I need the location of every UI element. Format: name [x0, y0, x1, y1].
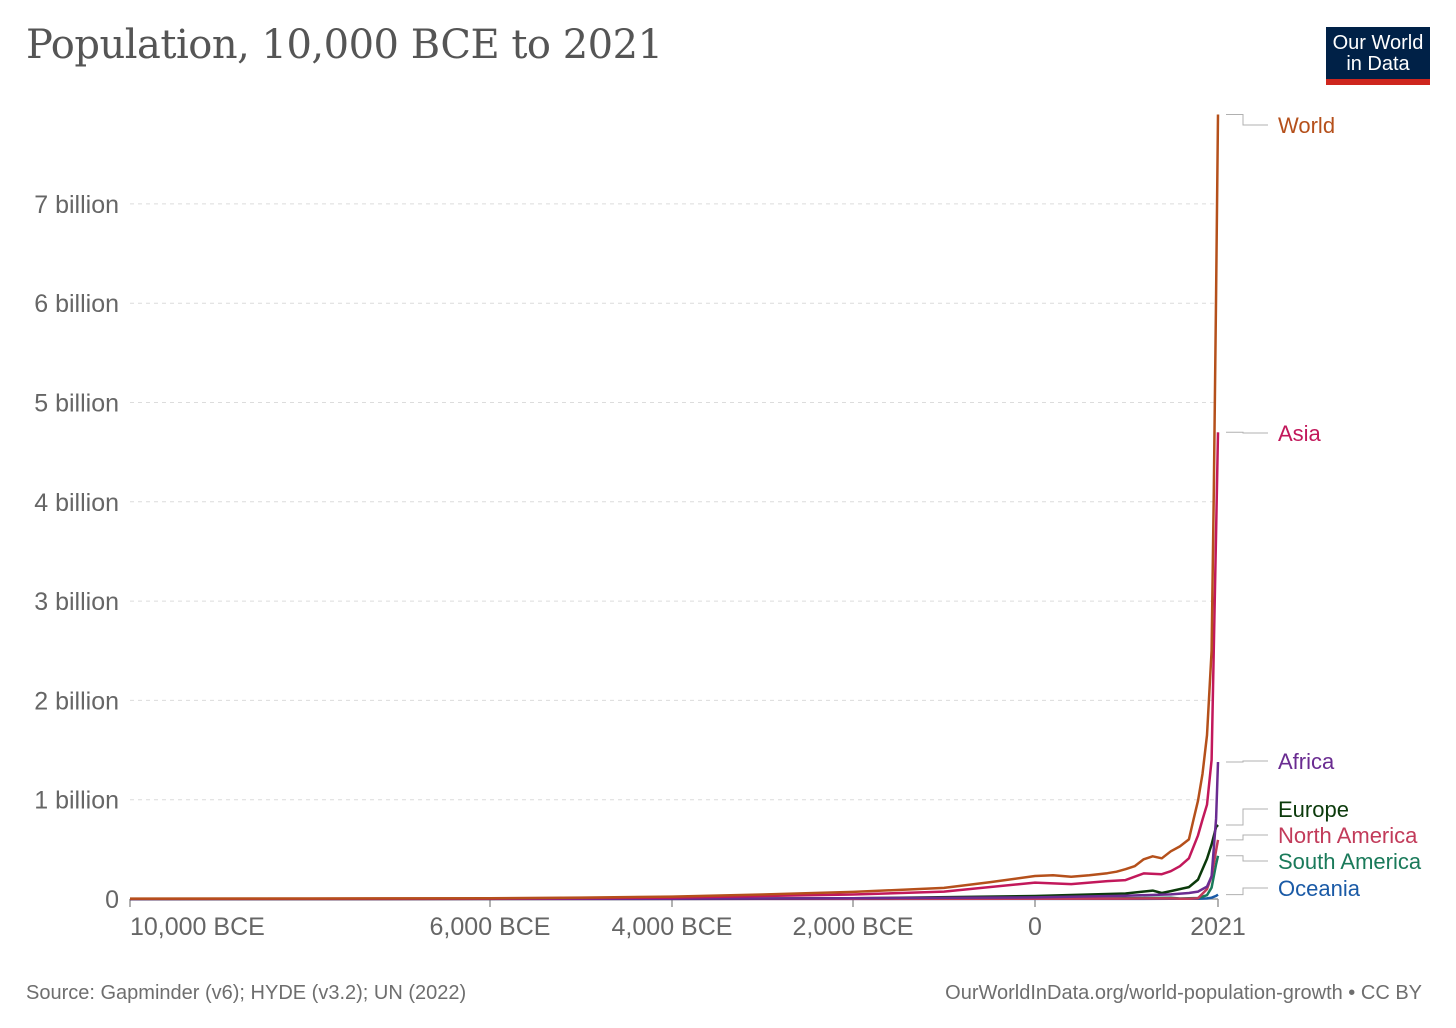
x-tick-label: 4,000 BCE	[612, 913, 733, 941]
series-label-africa[interactable]: Africa	[1278, 749, 1335, 774]
y-tick-label: 5 billion	[34, 390, 119, 418]
label-connector	[1226, 808, 1268, 826]
x-tick-label: 6,000 BCE	[430, 913, 551, 941]
y-tick-label: 2 billion	[34, 687, 119, 715]
series-line-asia[interactable]	[129, 432, 1220, 901]
series-line-south-america[interactable]	[129, 855, 1220, 901]
series-line-europe[interactable]	[129, 824, 1219, 901]
series-label-south-america[interactable]: South America	[1278, 849, 1422, 874]
series-lines	[129, 114, 1220, 901]
logo-text-line2: in Data	[1346, 53, 1410, 75]
series-label-asia[interactable]: Asia	[1278, 421, 1322, 446]
x-tick-label: 0	[1028, 913, 1042, 941]
credit-link[interactable]: OurWorldInData.org/world-population-grow…	[945, 982, 1422, 1004]
series-line-world[interactable]	[129, 114, 1220, 900]
x-tick-label: 2021	[1190, 913, 1246, 941]
series-label-oceania[interactable]: Oceania	[1278, 876, 1361, 901]
y-tick-label: 0	[105, 886, 119, 914]
label-connector	[1226, 887, 1268, 896]
y-tick-label: 7 billion	[34, 191, 119, 219]
label-connector	[1226, 855, 1268, 862]
y-axis: 0 1 billion 2 billion 3 billion 4 billion 5 b…	[34, 191, 119, 914]
series-label-world[interactable]: World	[1278, 113, 1335, 138]
logo-text-line1: Our World	[1332, 32, 1424, 54]
owid-logo[interactable]: Our World in Data	[1326, 27, 1430, 85]
y-tick-label: 6 billion	[34, 290, 119, 318]
series-label-europe[interactable]: Europe	[1278, 797, 1349, 822]
y-tick-label: 4 billion	[34, 489, 119, 517]
series-line-africa[interactable]	[129, 761, 1220, 901]
label-connector	[1226, 431, 1268, 434]
logo-accent-bar	[1326, 79, 1430, 85]
y-tick-label: 1 billion	[34, 787, 119, 815]
source-note: Source: Gapminder (v6); HYDE (v3.2); UN …	[26, 982, 467, 1004]
x-tick-label: 2,000 BCE	[793, 913, 914, 941]
series-line-north-america[interactable]	[129, 839, 1220, 901]
series-label-north-america[interactable]: North America	[1278, 823, 1418, 848]
gridlines	[130, 203, 1218, 801]
x-axis: 10,000 BCE 6,000 BCE 4,000 BCE 2,000 BCE 0 20…	[129, 898, 1246, 941]
chart-title: Population, 10,000 BCE to 2021	[26, 22, 663, 68]
label-connector	[1226, 834, 1268, 841]
label-connector	[1226, 760, 1268, 763]
x-tick-label: 10,000 BCE	[130, 913, 265, 941]
label-connector	[1226, 114, 1268, 126]
y-tick-label: 3 billion	[34, 588, 119, 616]
